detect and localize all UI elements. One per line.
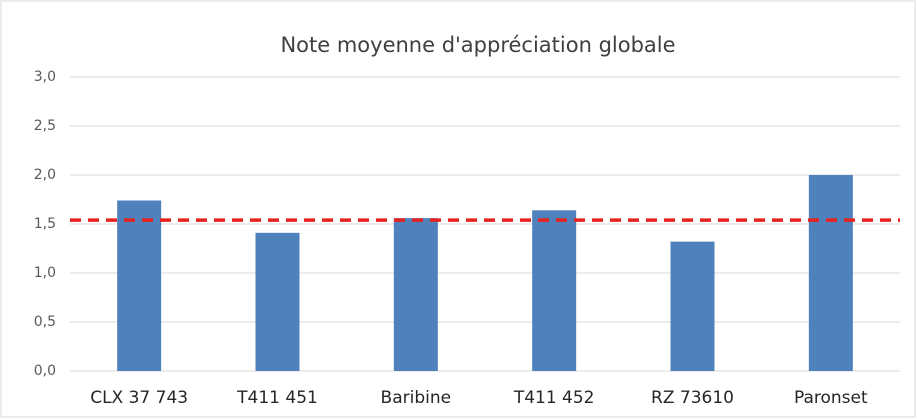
bar xyxy=(808,175,853,371)
x-tick-label: CLX 37 743 xyxy=(90,388,188,408)
y-tick-label: 1,0 xyxy=(34,265,56,281)
chart-title: Note moyenne d'appréciation globale xyxy=(280,33,675,57)
bar xyxy=(393,218,438,371)
y-tick-label: 1,5 xyxy=(34,216,56,232)
x-tick-label: RZ 73610 xyxy=(651,388,734,408)
x-tick-label: T411 451 xyxy=(236,388,318,408)
x-tick-label: Baribine xyxy=(381,388,452,408)
y-tick-label: 2,0 xyxy=(34,167,56,183)
bar xyxy=(670,241,715,371)
y-tick-label: 0,5 xyxy=(34,314,56,330)
x-tick-label: T411 452 xyxy=(513,388,595,408)
x-tick-label: Paronset xyxy=(794,388,868,408)
y-tick-label: 3,0 xyxy=(34,69,56,85)
y-tick-label: 2,5 xyxy=(34,118,56,134)
y-tick-label: 0,0 xyxy=(34,363,56,379)
bar xyxy=(532,210,577,371)
bar xyxy=(117,200,162,371)
bar xyxy=(255,232,300,371)
